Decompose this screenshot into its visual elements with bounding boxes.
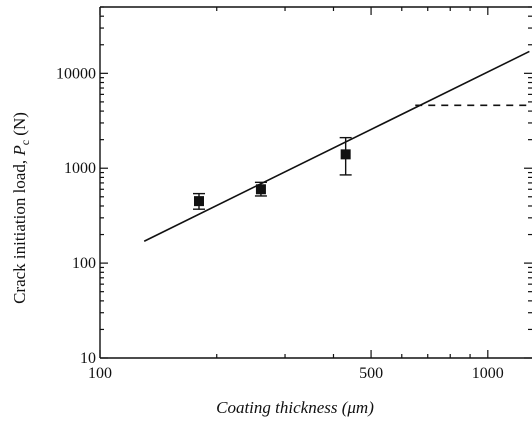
y-tick-label: 100 bbox=[72, 255, 96, 272]
data-point-square bbox=[193, 196, 204, 207]
y-tick-label: 10000 bbox=[56, 65, 96, 82]
y-axis-title-subscript: c bbox=[18, 140, 32, 145]
y-tick-label: 10 bbox=[80, 350, 96, 367]
y-axis-title-symbol: P bbox=[10, 145, 29, 156]
x-tick-label: 500 bbox=[359, 365, 383, 382]
fit-line bbox=[143, 50, 530, 242]
x-tick-label: 100 bbox=[88, 365, 112, 382]
x-axis-ticks: 100 500 1000 bbox=[88, 7, 504, 382]
x-axis-title: Coating thickness (μm) bbox=[216, 398, 374, 417]
y-axis-title: Crack initiation load, Pc (N) bbox=[10, 112, 32, 304]
data-point-square bbox=[340, 149, 351, 160]
data-points bbox=[192, 136, 352, 210]
data-point-square bbox=[255, 184, 266, 195]
y-axis-ticks: 10 100 1000 10000 bbox=[56, 6, 532, 367]
x-tick-label: 1000 bbox=[472, 365, 504, 382]
y-axis-title-main: Crack initiation load, bbox=[10, 156, 29, 304]
fit-lines bbox=[143, 50, 532, 242]
y-tick-label: 1000 bbox=[64, 160, 96, 177]
y-axis-title-unit: (N) bbox=[10, 112, 29, 140]
plot-frame bbox=[99, 6, 532, 359]
